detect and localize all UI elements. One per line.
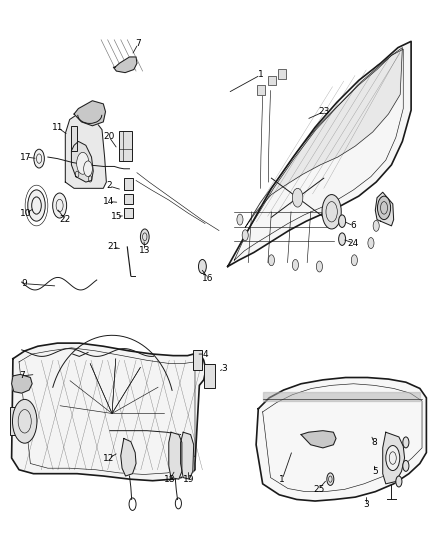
Polygon shape: [383, 432, 405, 484]
Circle shape: [339, 233, 346, 245]
Polygon shape: [301, 431, 336, 448]
Text: 2: 2: [106, 181, 112, 190]
Bar: [268, 76, 276, 85]
Circle shape: [368, 238, 374, 248]
Circle shape: [198, 260, 206, 273]
Circle shape: [292, 188, 303, 207]
Polygon shape: [113, 57, 137, 72]
Text: 5: 5: [372, 467, 378, 476]
Polygon shape: [74, 101, 106, 126]
Circle shape: [403, 461, 409, 471]
Circle shape: [339, 215, 346, 228]
Circle shape: [351, 255, 357, 266]
Polygon shape: [256, 377, 426, 501]
Text: 18: 18: [164, 475, 176, 483]
Text: 22: 22: [60, 215, 71, 224]
Text: 14: 14: [103, 197, 115, 206]
Text: 25: 25: [313, 485, 324, 494]
Polygon shape: [375, 192, 394, 226]
Text: 17: 17: [20, 152, 32, 161]
Text: 1: 1: [279, 475, 285, 483]
Polygon shape: [65, 109, 106, 188]
Bar: [71, 126, 77, 151]
Polygon shape: [12, 343, 206, 481]
Text: 21: 21: [108, 243, 119, 252]
Polygon shape: [169, 432, 182, 479]
Bar: [193, 350, 201, 370]
Circle shape: [378, 196, 391, 220]
Polygon shape: [245, 47, 403, 228]
Bar: [124, 208, 134, 218]
Polygon shape: [228, 42, 411, 266]
Text: 15: 15: [111, 212, 122, 221]
Text: 9: 9: [22, 279, 28, 288]
Bar: [124, 194, 134, 204]
Circle shape: [28, 190, 45, 221]
Text: 10: 10: [20, 209, 32, 218]
Circle shape: [237, 214, 243, 225]
Polygon shape: [12, 374, 32, 393]
Bar: [278, 69, 286, 79]
Circle shape: [77, 152, 89, 174]
Polygon shape: [180, 432, 194, 479]
Circle shape: [316, 261, 322, 272]
Circle shape: [141, 229, 149, 245]
Text: 11: 11: [52, 123, 63, 132]
Circle shape: [34, 149, 44, 168]
Text: 16: 16: [202, 274, 214, 282]
Circle shape: [396, 476, 402, 487]
Text: 7: 7: [19, 372, 25, 381]
Text: 1: 1: [258, 70, 263, 79]
Circle shape: [84, 161, 92, 176]
Circle shape: [53, 193, 67, 218]
Text: 4: 4: [202, 350, 208, 359]
Circle shape: [242, 230, 248, 241]
Text: 24: 24: [348, 239, 359, 247]
Circle shape: [292, 260, 298, 270]
Circle shape: [403, 437, 409, 448]
Circle shape: [12, 399, 37, 443]
Bar: [258, 85, 265, 94]
Text: 6: 6: [350, 221, 357, 230]
Text: 7: 7: [135, 39, 141, 48]
Text: 12: 12: [103, 454, 115, 463]
Circle shape: [327, 473, 334, 486]
Circle shape: [268, 255, 275, 266]
Text: 19: 19: [183, 475, 194, 483]
Polygon shape: [263, 392, 420, 401]
Polygon shape: [121, 439, 136, 476]
Text: 23: 23: [318, 107, 329, 116]
Bar: [120, 131, 132, 161]
Circle shape: [386, 446, 400, 471]
Bar: [124, 178, 134, 190]
Bar: [204, 364, 215, 387]
Text: 3: 3: [221, 364, 227, 373]
Text: 20: 20: [103, 132, 115, 141]
Polygon shape: [71, 141, 93, 182]
Circle shape: [322, 195, 341, 229]
Text: 13: 13: [139, 246, 151, 255]
Circle shape: [373, 220, 379, 231]
Text: 3: 3: [364, 500, 369, 510]
Text: 8: 8: [371, 438, 377, 447]
Bar: [11, 407, 23, 434]
